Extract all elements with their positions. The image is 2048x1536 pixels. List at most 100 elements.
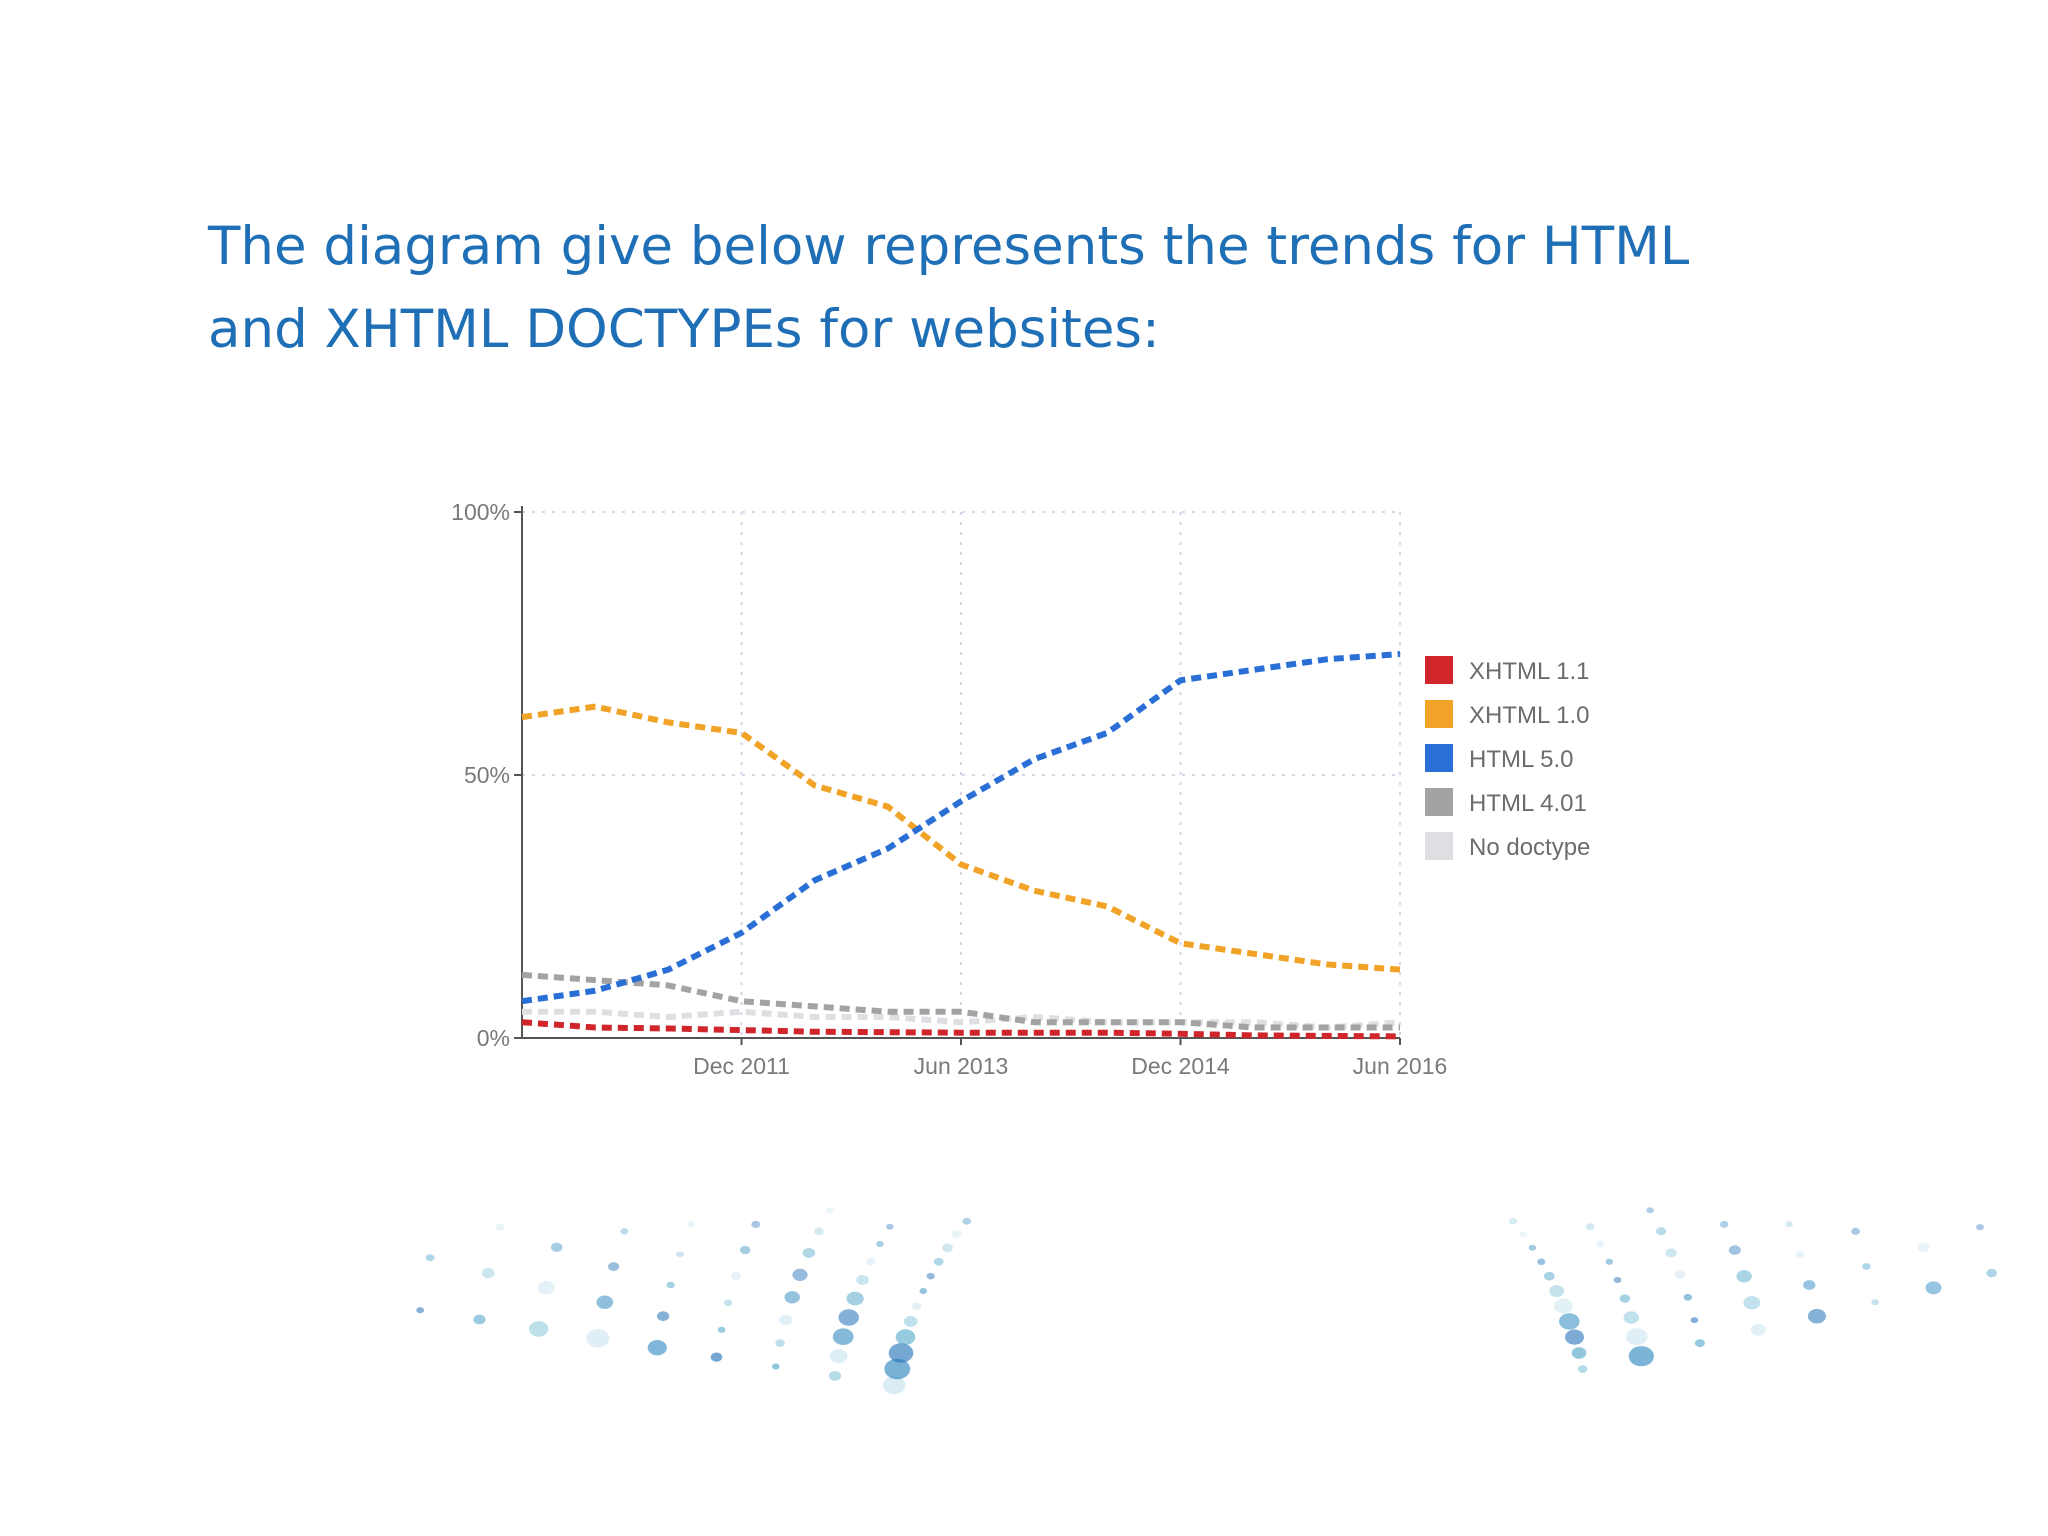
globe-dot [717, 1326, 726, 1333]
globe-dot [895, 1329, 916, 1345]
globe-dot [1862, 1263, 1871, 1270]
globe-dot [1549, 1285, 1565, 1297]
globe-dot [1519, 1231, 1528, 1238]
series-line-html-4-01 [521, 971, 1400, 1031]
globe-dot [888, 1343, 914, 1363]
globe-dot [926, 1272, 935, 1280]
globe-dot [846, 1291, 864, 1306]
globe-dot [657, 1311, 670, 1322]
globe-dot [814, 1227, 824, 1236]
globe-dot [1690, 1317, 1699, 1324]
globe-dot [1871, 1299, 1879, 1306]
globe-dot [1683, 1293, 1693, 1301]
series-line-html-5-0 [521, 651, 1401, 1005]
legend-label: XHTML 1.1 [1469, 658, 1589, 685]
doctype-trend-chart: 0% 50% 100% Dec 2011 Jun 2013 Dec 2014 Jun 201… [451, 499, 1590, 1079]
slide-title-line-2: and XHTML DOCTYPEs for websites: [208, 299, 1160, 360]
globe-dot [1543, 1271, 1555, 1281]
globe-dot [1728, 1245, 1741, 1255]
series-line-no-doctype [522, 1008, 1401, 1031]
globe-dot [1577, 1365, 1588, 1373]
globe-dot [772, 1363, 780, 1370]
globe-dot [1626, 1328, 1648, 1346]
globe-dot [620, 1228, 629, 1235]
globe-dot [1674, 1270, 1686, 1279]
globe-dot [1571, 1347, 1587, 1359]
globe-dot [962, 1217, 972, 1225]
globe-dot [792, 1268, 808, 1281]
globe-dot [1509, 1218, 1518, 1225]
globe-dot [1565, 1329, 1584, 1345]
globe-dot [1619, 1294, 1631, 1303]
legend-label: HTML 4.01 [1469, 790, 1587, 817]
globe-dot [832, 1328, 854, 1345]
globe-dot [866, 1258, 876, 1266]
globe-dot [829, 1349, 848, 1364]
globe-dot [1719, 1220, 1729, 1228]
x-tick-label: Dec 2014 [1131, 1053, 1230, 1079]
globe-dot [740, 1245, 751, 1255]
slide-title-line-1: The diagram give below represents the tr… [208, 216, 1690, 277]
globe-dot [951, 1230, 962, 1239]
globe-dot [1807, 1308, 1826, 1324]
globe-dot [1646, 1207, 1654, 1214]
chart-axes: 0% 50% 100% Dec 2011 Jun 2013 Dec 2014 Jun 201… [451, 499, 1447, 1079]
globe-dot [1750, 1323, 1766, 1336]
chart-series [521, 651, 1401, 1040]
globe-dot [1537, 1258, 1546, 1266]
globe-dot [1585, 1223, 1595, 1231]
globe-dot [876, 1240, 884, 1248]
globe-dot [1595, 1240, 1605, 1248]
series-line-xhtml-1-0 [521, 703, 1401, 973]
globe-dot [883, 1376, 906, 1395]
globe-dot [710, 1352, 723, 1362]
globe-dot [1665, 1248, 1677, 1258]
globe-dot [912, 1302, 922, 1310]
globe-dot [724, 1299, 733, 1306]
globe-dot [775, 1339, 785, 1347]
y-tick-label: 50% [464, 762, 510, 788]
globe-dot [884, 1358, 911, 1380]
globe-dot [886, 1223, 894, 1230]
globe-dot [779, 1314, 793, 1326]
globe-dot [1986, 1268, 1997, 1278]
globe-dot [1628, 1346, 1654, 1367]
globe-dot [1694, 1339, 1705, 1348]
globe-dot [826, 1207, 834, 1214]
globe-dot [647, 1340, 667, 1356]
globe-dot [1743, 1296, 1761, 1310]
globe-dot [838, 1309, 859, 1326]
chart-legend: XHTML 1.1 XHTML 1.0 HTML 5.0 HTML 4.01 No do… [1425, 656, 1590, 861]
globe-dot [1976, 1224, 1984, 1231]
globe-dot [802, 1247, 816, 1258]
slide-title: The diagram give below represents the tr… [208, 205, 1908, 371]
legend-swatch [1425, 656, 1453, 684]
legend-label: No doctype [1469, 834, 1590, 861]
globe-dot [1528, 1244, 1537, 1251]
globe-dot [1785, 1221, 1793, 1228]
globe-dot [596, 1295, 614, 1309]
globe-dot [784, 1291, 800, 1304]
globe-dot [919, 1288, 928, 1294]
chart-grid [522, 511, 1401, 1038]
globe-dot [473, 1314, 486, 1325]
globe-dot [495, 1223, 505, 1231]
globe-dot [687, 1221, 695, 1228]
globe-dot [1795, 1250, 1805, 1258]
globe-dot [731, 1272, 741, 1281]
globe-dot [903, 1315, 918, 1327]
globe-dot [608, 1262, 620, 1271]
globe-dot [942, 1243, 953, 1253]
globe-dot [529, 1321, 549, 1337]
globe-dot [586, 1329, 610, 1348]
globe-dot [538, 1281, 555, 1295]
globe-dot [425, 1254, 435, 1262]
globe-dot [416, 1307, 425, 1314]
globe-dot [1559, 1313, 1580, 1330]
globe-dot [1605, 1258, 1614, 1265]
legend-swatch [1425, 788, 1453, 816]
x-tick-label: Jun 2016 [1353, 1053, 1448, 1079]
globe-dot [1803, 1280, 1816, 1290]
series-line-xhtml-1-1 [521, 1019, 1401, 1040]
legend-label: XHTML 1.0 [1469, 702, 1589, 729]
